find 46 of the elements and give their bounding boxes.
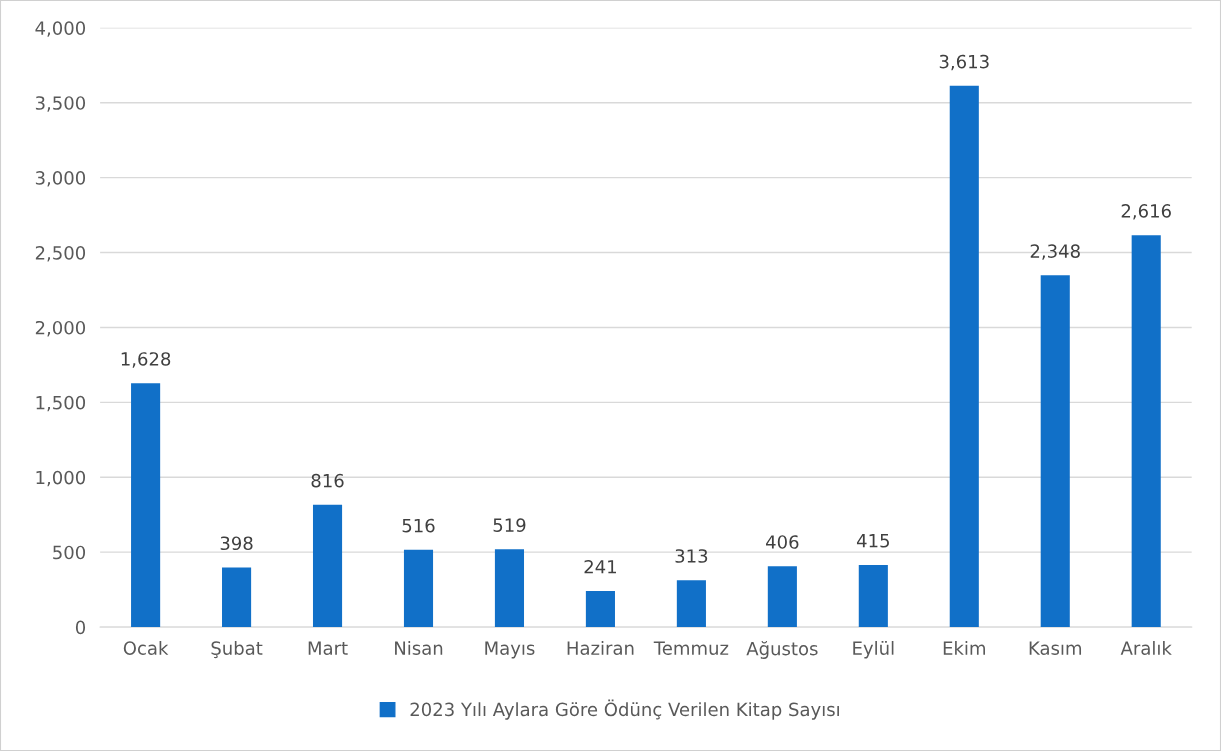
x-tick-label: Aralık [1120, 640, 1172, 655]
y-tick-label: 1,000 [36, 470, 86, 487]
y-tick-label: 3,500 [35, 96, 86, 112]
bar [767, 566, 797, 628]
legend-label: 2023 Yılı Aylara Göre Ödünç Verilen Kitap Sayısı [410, 699, 839, 720]
x-tick-label: Mart [308, 641, 348, 655]
y-tick-label: 4,000 [35, 21, 86, 37]
text: 406 [766, 535, 799, 549]
bar [676, 580, 706, 628]
x-tick-label: Haziran [567, 640, 634, 655]
x-tick-label: Şubat [211, 640, 263, 659]
text: 516 [402, 518, 435, 533]
bar [494, 549, 525, 628]
bar [403, 549, 434, 628]
text: 2,616 [1121, 204, 1171, 220]
bar [222, 567, 252, 628]
text: 398 [220, 536, 253, 551]
y-tick-label: 2,500 [35, 245, 86, 262]
x-tick-label: Temmuz [653, 641, 729, 655]
text: 415 [856, 534, 889, 548]
x-tick-label: Ağustos [746, 640, 818, 659]
text: 519 [493, 518, 526, 532]
y-tick-label: 500 [53, 545, 86, 560]
x-tick-label: Mayıs [485, 641, 535, 659]
y-tick-label: 1,500 [36, 395, 86, 412]
bar [1040, 275, 1070, 628]
bar [949, 85, 979, 628]
bar [131, 383, 161, 628]
x-tick-label: Kasım [1029, 641, 1082, 655]
bar [858, 564, 888, 628]
x-tick-label: Nisan [395, 640, 443, 655]
x-tick-label: Ocak [123, 640, 169, 655]
text: 313 [675, 549, 708, 563]
bar [312, 504, 343, 628]
y-tick-label: 3,000 [35, 171, 86, 187]
text: 3,613 [939, 54, 989, 71]
text: 241 [584, 559, 616, 574]
bar [1131, 235, 1161, 628]
text: 816 [311, 473, 344, 488]
text: 1,628 [121, 352, 171, 368]
x-tick-label: Eylül [853, 640, 894, 659]
y-tick-label: 0 [75, 620, 86, 635]
y-tick-label: 2,000 [35, 320, 86, 337]
text: 2,348 [1030, 244, 1080, 260]
x-tick-label: Ekim [943, 640, 985, 655]
bar [585, 590, 615, 628]
